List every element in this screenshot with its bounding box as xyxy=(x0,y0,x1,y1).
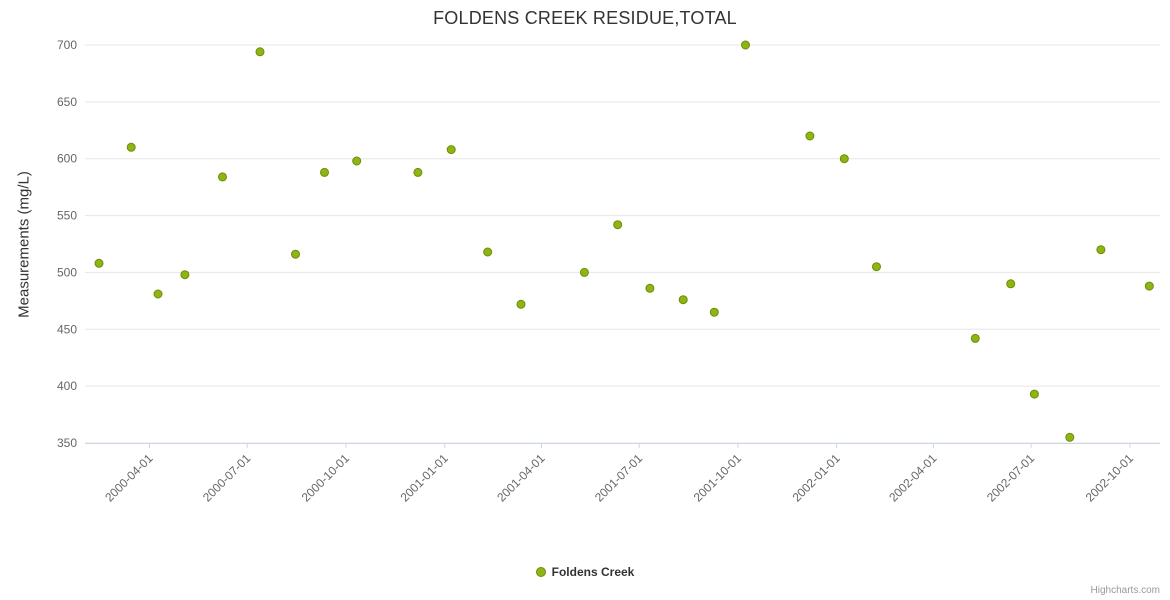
data-point[interactable] xyxy=(805,131,815,141)
data-point[interactable] xyxy=(613,220,623,230)
x-tick-label: 2001-01-01 xyxy=(398,451,452,505)
data-point[interactable] xyxy=(1144,281,1154,291)
data-point[interactable] xyxy=(94,258,104,268)
x-tick-label: 2000-04-01 xyxy=(102,451,156,505)
y-tick-label: 550 xyxy=(57,209,77,223)
y-tick-label: 450 xyxy=(57,322,77,336)
data-point[interactable] xyxy=(872,262,881,272)
data-point[interactable] xyxy=(1096,245,1106,255)
data-point[interactable] xyxy=(218,172,227,182)
x-tick-label: 2001-07-01 xyxy=(592,451,646,505)
legend-label: Foldens Creek xyxy=(551,565,635,579)
x-tick-label: 2000-10-01 xyxy=(299,451,353,505)
y-tick-label: 600 xyxy=(57,152,77,166)
data-point[interactable] xyxy=(579,267,589,277)
x-tick-label: 2001-04-01 xyxy=(494,451,548,505)
data-point[interactable] xyxy=(126,142,136,152)
data-point[interactable] xyxy=(839,154,849,164)
data-point[interactable] xyxy=(413,167,423,177)
data-point[interactable] xyxy=(516,299,526,309)
data-point[interactable] xyxy=(970,333,980,343)
legend-marker-icon xyxy=(535,567,546,577)
x-tick-label: 2002-04-01 xyxy=(886,451,940,505)
y-tick-label: 500 xyxy=(57,265,77,279)
data-point[interactable] xyxy=(352,156,362,166)
data-point[interactable] xyxy=(153,289,163,299)
x-tick-label: 2002-10-01 xyxy=(1083,451,1137,505)
data-point[interactable] xyxy=(741,40,750,50)
data-point[interactable] xyxy=(320,167,329,177)
highcharts-credits[interactable]: Highcharts.com xyxy=(1090,585,1160,596)
data-point[interactable] xyxy=(709,307,719,317)
x-tick-label: 2002-07-01 xyxy=(984,451,1038,505)
y-tick-label: 350 xyxy=(57,436,77,450)
y-tick-label: 400 xyxy=(57,379,77,393)
data-point[interactable] xyxy=(1006,279,1016,289)
data-point[interactable] xyxy=(645,283,655,293)
y-tick-label: 650 xyxy=(57,95,77,109)
data-point[interactable] xyxy=(180,270,190,280)
x-tick-label: 2000-07-01 xyxy=(200,451,254,505)
data-point[interactable] xyxy=(291,249,300,259)
x-tick-label: 2001-10-01 xyxy=(691,451,745,505)
chart-title: FOLDENS CREEK RESIDUE,TOTAL xyxy=(433,8,737,28)
data-point[interactable] xyxy=(1029,389,1039,399)
legend-item[interactable]: Foldens Creek xyxy=(0,565,1170,579)
data-point[interactable] xyxy=(1065,432,1075,442)
x-tick-label: 2002-01-01 xyxy=(790,451,844,505)
data-point[interactable] xyxy=(255,47,265,57)
y-tick-label: 700 xyxy=(57,38,77,52)
data-point[interactable] xyxy=(446,145,456,155)
data-point[interactable] xyxy=(483,247,493,257)
data-point[interactable] xyxy=(678,295,688,305)
